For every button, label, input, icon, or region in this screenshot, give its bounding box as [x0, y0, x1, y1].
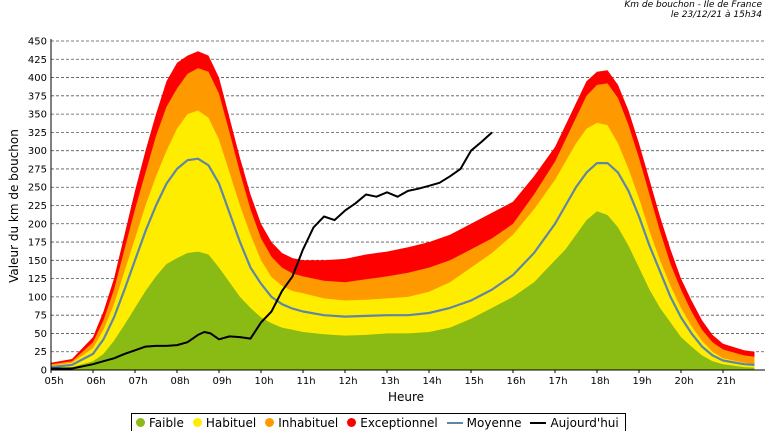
y-tick-labels: 0 25 50 75 100 125 150 175 200 225 250 275 300 325 350… — [28, 37, 47, 377]
y-tick-label: 0 — [41, 366, 47, 377]
bands — [51, 51, 755, 370]
x-tick-label: 09h — [212, 376, 231, 387]
legend-label: Habituel — [205, 415, 257, 430]
header-title: Km de bouchon - Ile de France — [624, 0, 762, 10]
legend-item-habituel: Habituel — [192, 415, 257, 430]
y-tick-label: 375 — [28, 91, 47, 102]
legend-item-exceptionnel: Exceptionnel — [347, 415, 438, 430]
y-tick-label: 225 — [28, 201, 47, 212]
x-tick-label: 10h — [254, 376, 273, 387]
series-line-moyenne — [50, 157, 755, 369]
x-tick-label: 19h — [632, 376, 651, 387]
x-tick-label: 06h — [86, 376, 105, 387]
x-tick-label: 11h — [296, 376, 315, 387]
x-tick-label: 20h — [674, 376, 693, 387]
y-tick-label: 75 — [34, 311, 47, 322]
legend-swatch-moyenne — [446, 421, 463, 424]
legend-item-aujourdhui: Aujourd'hui — [530, 415, 619, 430]
y-axis-label: Valeur du km de bouchon — [7, 129, 21, 283]
y-tick-label: 100 — [28, 292, 47, 303]
legend-label: Inhabituel — [278, 415, 339, 430]
y-tick-label: 150 — [28, 256, 47, 267]
y-tick-label: 425 — [28, 55, 47, 66]
x-tick-label: 05h — [44, 376, 63, 387]
x-tick-label: 14h — [422, 376, 441, 387]
y-tick-label: 450 — [28, 37, 47, 48]
y-tick-label: 300 — [28, 146, 47, 157]
x-tick-label: 16h — [506, 376, 525, 387]
legend-label: Aujourd'hui — [550, 415, 619, 430]
y-tick-label: 350 — [28, 110, 47, 121]
y-tick-label: 175 — [28, 238, 47, 249]
legend-swatch-inhabituel — [265, 418, 275, 427]
chart-header: Km de bouchon - Ile de France le 23/12/2… — [624, 0, 762, 20]
header-date: le 23/12/21 à 15h34 — [670, 10, 762, 20]
band-faible — [51, 211, 755, 370]
series-lines — [50, 131, 755, 370]
x-tick-label: 12h — [338, 376, 357, 387]
x-tick-label: 15h — [464, 376, 483, 387]
legend-item-inhabituel: Inhabituel — [265, 416, 338, 430]
x-axis-label: Heure — [388, 390, 424, 404]
y-tick-label: 50 — [34, 329, 47, 340]
y-tick-label: 325 — [28, 128, 47, 139]
y-tick-label: 275 — [28, 164, 47, 175]
legend-label: Moyenne — [466, 415, 522, 430]
y-tick-label: 25 — [34, 347, 47, 358]
y-tick-label: 200 — [28, 219, 47, 230]
x-tick-label: 08h — [170, 376, 189, 387]
legend: Faible Habituel Inhabituel Exceptionnel … — [131, 413, 626, 431]
legend-label: Faible — [149, 415, 184, 430]
x-tick-label: 17h — [548, 376, 567, 387]
x-tick-label: 21h — [716, 376, 735, 387]
axes — [50, 39, 765, 373]
x-tick-label: 18h — [590, 376, 609, 387]
y-tick-label: 125 — [28, 274, 47, 285]
legend-item-faible: Faible — [136, 416, 184, 430]
x-tick-labels: 05h 06h 07h 08h 09h 10h 11h 12h 13h 14h 15h 16h 17h 1… — [44, 376, 735, 387]
x-tick-label: 07h — [128, 376, 147, 387]
legend-swatch-habituel — [192, 418, 202, 427]
legend-swatch-faible — [136, 418, 145, 427]
legend-item-moyenne: Moyenne — [446, 415, 522, 430]
x-tick-label: 13h — [380, 376, 399, 387]
series-line-aujourdhui — [51, 131, 493, 370]
y-tick-label: 250 — [28, 183, 47, 194]
legend-swatch-exceptionnel — [347, 418, 357, 427]
legend-swatch-aujourdhui — [530, 421, 547, 424]
y-tick-label: 400 — [28, 73, 47, 84]
legend-label: Exceptionnel — [360, 415, 438, 430]
